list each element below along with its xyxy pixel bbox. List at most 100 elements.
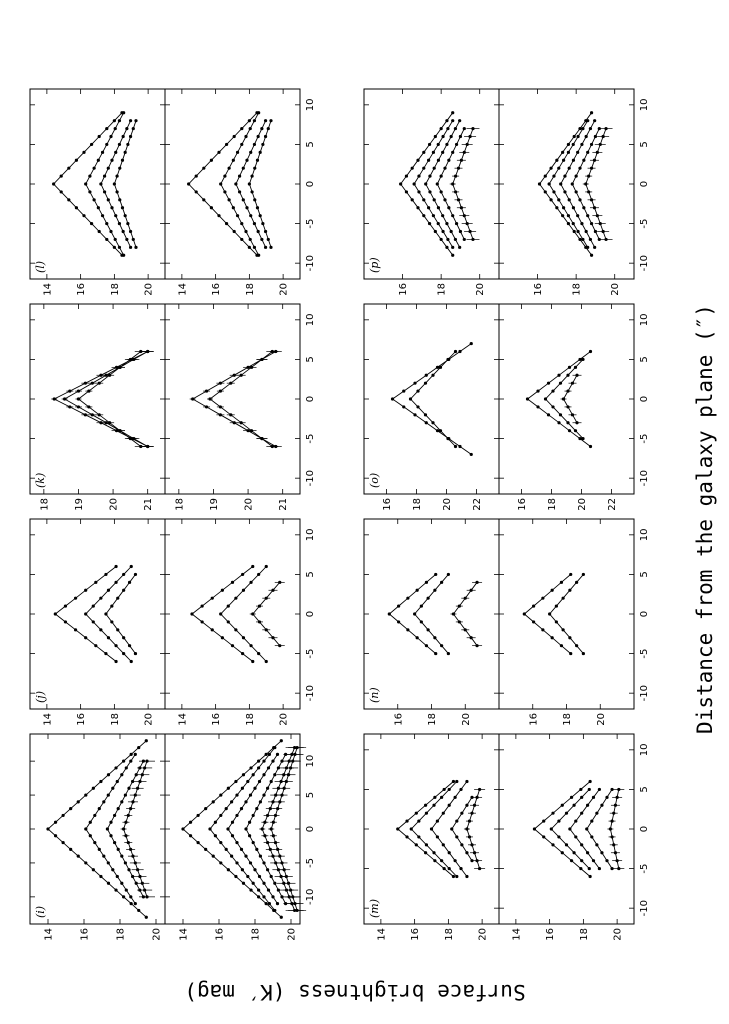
data-point — [108, 373, 112, 377]
data-point — [557, 198, 561, 202]
y-tick-label: 14 — [177, 713, 188, 726]
data-point — [106, 166, 110, 170]
data-point — [91, 604, 95, 608]
data-point — [89, 221, 94, 226]
profile-series — [449, 126, 480, 242]
data-point — [566, 421, 570, 425]
profile-series — [207, 349, 279, 449]
data-point — [251, 612, 255, 616]
profile-line — [85, 112, 125, 256]
data-point — [446, 357, 450, 362]
data-point — [451, 874, 456, 879]
profile-line — [113, 120, 137, 248]
data-point — [229, 381, 233, 385]
data-point — [414, 811, 418, 815]
x-tick-label: 10 — [639, 98, 650, 111]
data-point — [230, 800, 234, 804]
y-tick-label: 20 — [152, 928, 163, 941]
data-point — [554, 620, 558, 624]
data-point — [566, 405, 570, 409]
data-point — [143, 888, 147, 892]
data-point — [424, 811, 429, 815]
data-point — [446, 651, 450, 656]
data-point — [234, 596, 238, 600]
data-point — [580, 843, 584, 847]
data-point — [597, 866, 602, 871]
data-point — [273, 813, 278, 818]
data-point — [576, 214, 580, 218]
data-point — [571, 221, 575, 226]
data-point — [84, 827, 88, 831]
data-point — [271, 759, 275, 763]
data-point — [128, 119, 133, 123]
data-point — [244, 800, 248, 804]
data-point — [67, 166, 71, 170]
data-point — [456, 198, 461, 202]
data-point — [84, 612, 88, 616]
data-point — [120, 773, 124, 777]
data-point — [74, 158, 79, 162]
profile-series — [399, 111, 455, 257]
data-point — [262, 773, 266, 777]
data-point — [115, 190, 119, 194]
data-point — [413, 413, 417, 417]
data-point — [454, 142, 459, 147]
data-point — [419, 620, 423, 624]
data-point — [561, 628, 565, 632]
data-point — [120, 158, 125, 162]
data-point — [145, 895, 149, 899]
data-point — [557, 373, 561, 377]
y-axis-title: Surface brightness (K′ mag) — [184, 980, 525, 1004]
data-point — [109, 820, 113, 824]
data-point — [219, 612, 223, 616]
data-point — [587, 174, 591, 178]
x-tick-label: 5 — [639, 786, 650, 792]
data-point — [293, 752, 297, 756]
x-tick-label: -5 — [639, 219, 650, 229]
data-point — [114, 659, 118, 664]
data-point — [458, 229, 463, 234]
data-point — [580, 142, 584, 147]
data-point — [273, 908, 277, 913]
data-point — [552, 174, 556, 178]
data-point — [118, 166, 122, 170]
data-point — [247, 182, 251, 186]
data-point — [264, 596, 268, 600]
profile-series — [46, 739, 148, 919]
data-point — [582, 206, 586, 210]
data-point — [122, 759, 126, 763]
data-point — [237, 174, 242, 178]
data-point — [204, 405, 209, 409]
data-point — [601, 134, 605, 139]
profile-line — [53, 351, 148, 447]
data-point — [219, 861, 223, 865]
data-point — [266, 786, 270, 790]
y-tick-label: 22 — [472, 498, 483, 511]
data-point — [248, 237, 252, 242]
y-tick-label: 19 — [74, 498, 85, 511]
data-point — [443, 166, 447, 170]
profile-line — [220, 112, 260, 256]
data-point — [417, 190, 421, 194]
data-point — [258, 214, 262, 218]
data-point — [595, 150, 599, 154]
data-point — [269, 827, 273, 831]
profile-series — [189, 349, 282, 449]
data-point — [116, 807, 120, 811]
data-point — [224, 142, 229, 147]
data-point — [63, 397, 67, 401]
data-point — [264, 659, 268, 664]
data-point — [196, 813, 200, 818]
data-point — [129, 895, 133, 899]
data-point — [109, 134, 113, 139]
data-point — [422, 198, 426, 202]
data-point — [546, 413, 551, 417]
profile-line — [414, 574, 449, 654]
data-point — [260, 436, 264, 441]
data-point — [82, 214, 86, 218]
data-point — [67, 198, 71, 202]
data-point — [99, 779, 103, 784]
data-point — [235, 793, 239, 797]
data-point — [127, 644, 132, 648]
y-tick-label: 20 — [461, 713, 472, 726]
